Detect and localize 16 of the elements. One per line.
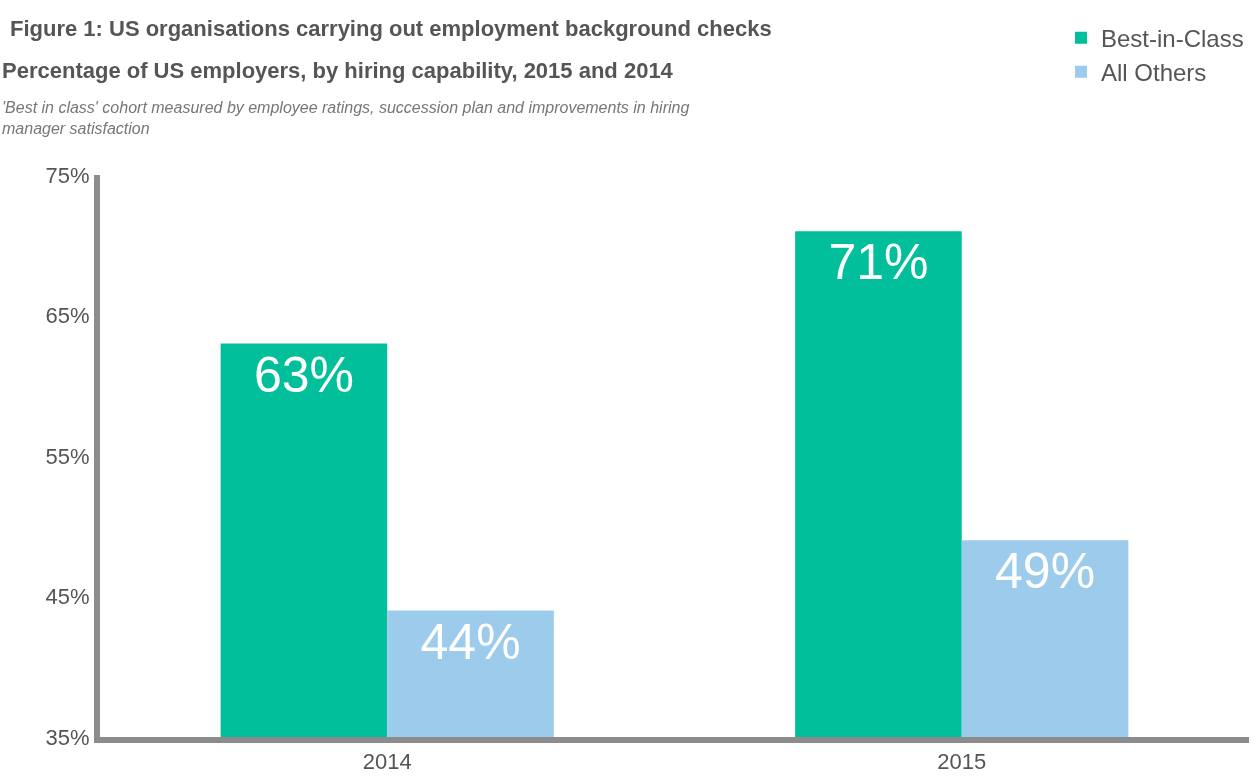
y-tick-label: 35% xyxy=(45,724,90,750)
text: 'Best in class' cohort measured by employee ratings, succession plan and improvements in hiring manager satisfaction xyxy=(2,99,690,137)
legend-label: All Others xyxy=(1101,59,1207,87)
data-label: 63% xyxy=(253,346,354,403)
y-tick-label: 65% xyxy=(45,303,90,329)
chart-subtitle: Percentage of US employers, by hiring capability, 2015 and 2014 xyxy=(2,58,674,83)
y-tick-label: 45% xyxy=(45,584,90,610)
y-tick-label: 55% xyxy=(45,443,90,469)
chart-title: Figure 1: US organisations carrying out employment background checks xyxy=(10,15,772,41)
data-label: 71% xyxy=(828,234,929,291)
x-tick-label: 2015 xyxy=(937,749,987,775)
x-tick-label: 2014 xyxy=(362,749,412,775)
y-tick-label: 75% xyxy=(45,162,90,188)
data-label: 44% xyxy=(420,613,521,670)
data-label: 49% xyxy=(995,543,1096,600)
legend-label: Best-in-Class xyxy=(1101,25,1244,53)
